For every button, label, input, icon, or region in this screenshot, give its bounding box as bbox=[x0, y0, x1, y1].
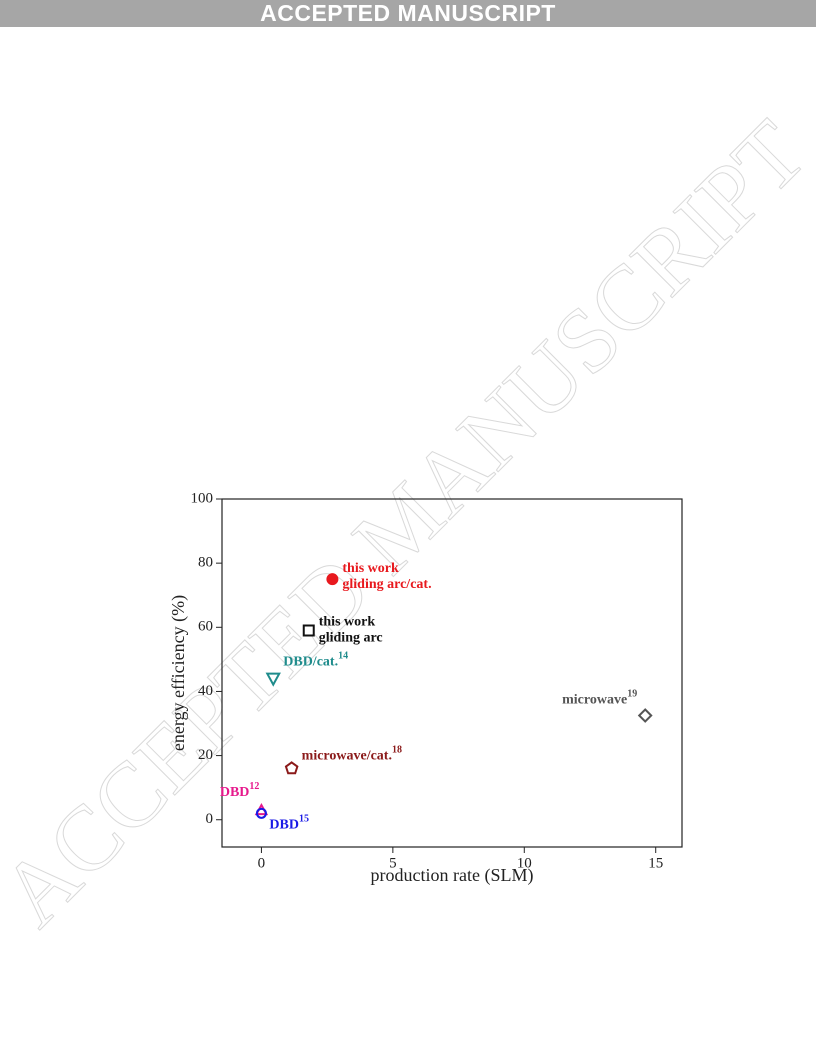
point-label: microwave/cat.18 bbox=[302, 745, 402, 764]
x-tick-label: 5 bbox=[389, 855, 397, 871]
point-label-line: gliding arc/cat. bbox=[342, 577, 431, 592]
point-label-line: DBD/cat. bbox=[283, 655, 338, 670]
data-point bbox=[265, 672, 281, 687]
x-tick-label: 15 bbox=[648, 855, 663, 871]
point-label-line: this work bbox=[342, 561, 399, 576]
x-tick-label: 0 bbox=[258, 855, 266, 871]
reference-superscript: 19 bbox=[627, 689, 637, 700]
chart: 0 5 10 15 0 20 40 60 80 100 production rate (SLM) e… bbox=[168, 490, 683, 886]
point-label-line: gliding arc bbox=[319, 631, 383, 646]
point-label: microwave19 bbox=[562, 689, 637, 708]
point-label-line: DBD bbox=[220, 785, 250, 800]
point-label: DBD15 bbox=[269, 814, 309, 833]
data-point bbox=[284, 761, 299, 775]
data-point bbox=[637, 708, 653, 723]
y-tick-label: 80 bbox=[198, 555, 213, 571]
reference-superscript: 18 bbox=[392, 745, 402, 756]
y-tick-label: 40 bbox=[198, 683, 213, 699]
point-label-line: DBD bbox=[269, 818, 299, 833]
point-label-line: microwave bbox=[562, 693, 627, 708]
reference-superscript: 12 bbox=[249, 781, 259, 792]
x-tick-label: 10 bbox=[517, 855, 532, 871]
data-point bbox=[302, 624, 315, 637]
x-axis-label: production rate (SLM) bbox=[371, 865, 534, 886]
header-banner: ACCEPTED MANUSCRIPT bbox=[0, 0, 816, 27]
y-tick-label: 0 bbox=[206, 811, 214, 827]
y-axis-label: energy efficiency (%) bbox=[168, 595, 189, 751]
y-tick-label: 100 bbox=[191, 490, 214, 506]
y-tick-label: 20 bbox=[198, 747, 213, 763]
point-label-line: microwave/cat. bbox=[302, 749, 392, 764]
data-point bbox=[326, 573, 339, 586]
y-tick-label: 60 bbox=[198, 619, 213, 635]
point-label: DBD12 bbox=[220, 781, 260, 800]
reference-superscript: 14 bbox=[338, 651, 348, 662]
point-label: this work gliding arc bbox=[319, 615, 383, 646]
watermark: ACCEPTED MANUSCRIPT bbox=[0, 101, 816, 945]
data-point bbox=[255, 807, 267, 819]
plot-frame bbox=[221, 498, 683, 848]
point-label-line: this work bbox=[319, 615, 376, 630]
point-label: this work gliding arc/cat. bbox=[342, 561, 431, 592]
point-label: DBD/cat.14 bbox=[283, 651, 348, 670]
reference-superscript: 15 bbox=[299, 814, 309, 825]
